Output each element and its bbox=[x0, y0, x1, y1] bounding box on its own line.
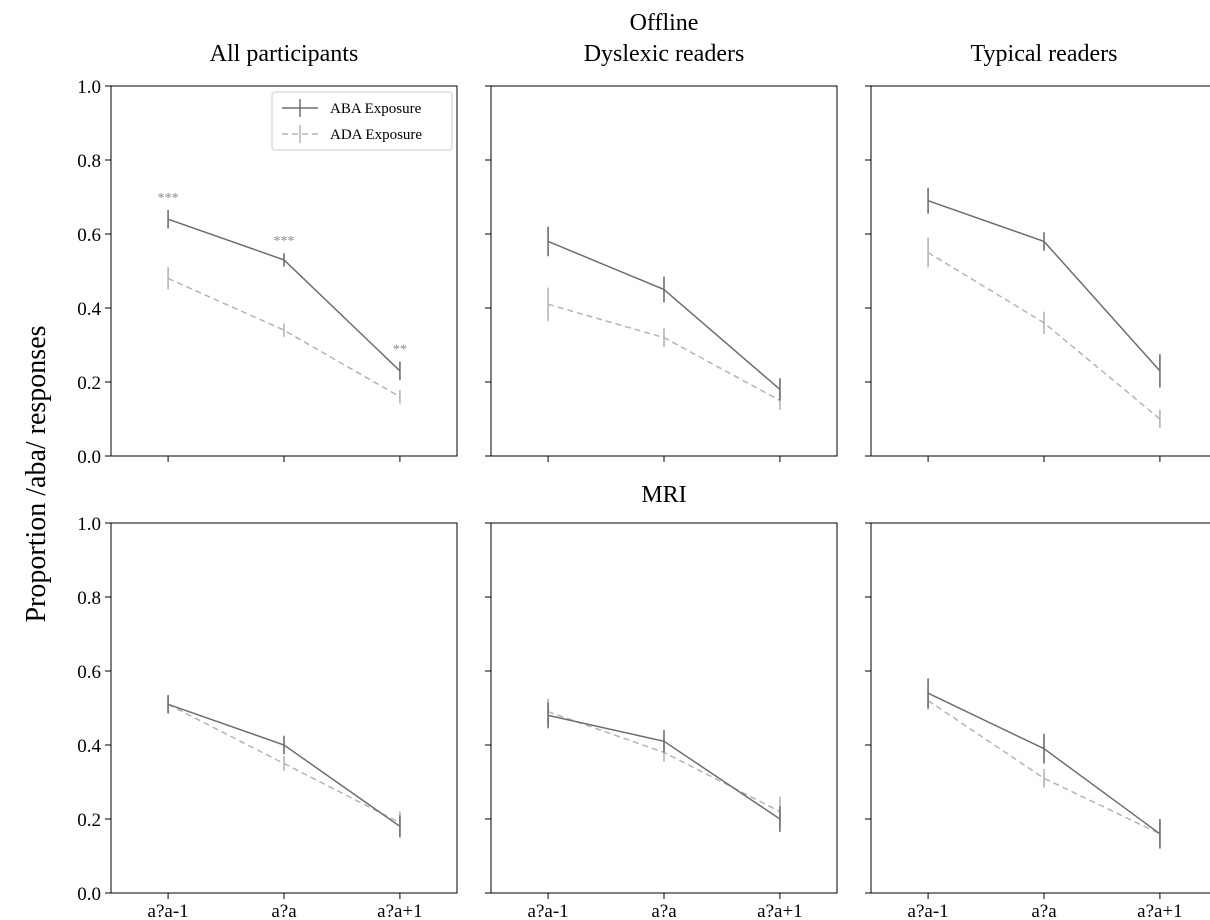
x-tick-label: a?a-1 bbox=[528, 901, 569, 920]
legend: ABA Exposure ADA Exposure bbox=[271, 91, 453, 151]
y-tick-label: 0.0 bbox=[77, 447, 101, 468]
series-line-aba bbox=[547, 240, 781, 390]
panel-2-1: 0.0 0.2 0.4 0.6 0.8 1.0 a?a-1 a?a a?a+1 bbox=[77, 514, 458, 920]
y-tick-label: 0.8 bbox=[77, 151, 101, 172]
row-title-mri: MRI bbox=[641, 482, 686, 508]
y-tick-label: 1.0 bbox=[77, 514, 101, 535]
x-tick-label: a?a bbox=[651, 901, 677, 920]
x-tick-label: a?a+1 bbox=[757, 901, 803, 920]
y-tick-label: 0.6 bbox=[77, 225, 101, 246]
axis-frame bbox=[110, 522, 458, 894]
y-tick-label: 0.8 bbox=[77, 588, 101, 609]
legend-box bbox=[271, 91, 453, 151]
panel-2-3: a?a-1 a?a a?a+1 bbox=[865, 522, 1210, 920]
x-tick-label: a?a+1 bbox=[1137, 901, 1183, 920]
axis-frame bbox=[490, 522, 838, 894]
y-tick-label: 0.2 bbox=[77, 373, 101, 394]
y-axis-label: Proportion /aba/ responses bbox=[21, 325, 52, 622]
plots-area: Offline MRI All participants Dyslexic reade… bbox=[77, 10, 1210, 920]
y-tick-label: 0.0 bbox=[77, 884, 101, 905]
series-line-ada bbox=[167, 277, 401, 398]
row-title-offline: Offline bbox=[630, 10, 699, 36]
y-tick-label: 0.4 bbox=[77, 299, 101, 320]
series-line-ada bbox=[927, 251, 1161, 420]
y-tick-label: 1.0 bbox=[77, 77, 101, 98]
axis-frame bbox=[490, 85, 838, 457]
column-title-3: Typical readers bbox=[971, 41, 1118, 67]
x-tick-label: a?a bbox=[1031, 901, 1057, 920]
legend-label: ABA Exposure bbox=[330, 101, 422, 117]
significance-annotation: *** bbox=[158, 191, 179, 206]
y-tick-label: 0.2 bbox=[77, 810, 101, 831]
panel-2-2: a?a-1 a?a a?a+1 bbox=[485, 522, 838, 920]
panel-1-1: 0.00.20.40.60.81.0********ABA ExposureAD… bbox=[77, 77, 458, 468]
x-tick-label: a?a+1 bbox=[377, 901, 423, 920]
series-line-ada bbox=[547, 303, 781, 402]
column-title-1: All participants bbox=[210, 41, 359, 67]
axis-frame bbox=[870, 85, 1210, 457]
x-tick-label: a?a-1 bbox=[148, 901, 189, 920]
significance-annotation: ** bbox=[393, 343, 407, 358]
column-title-2: Dyslexic readers bbox=[584, 41, 745, 67]
x-tick-label: a?a-1 bbox=[908, 901, 949, 920]
y-tick-label: 0.6 bbox=[77, 662, 101, 683]
series-line-ada bbox=[927, 699, 1161, 835]
x-tick-label: a?a bbox=[271, 901, 297, 920]
panel-1-2 bbox=[485, 85, 838, 462]
panel-1-3 bbox=[865, 85, 1210, 462]
significance-annotation: *** bbox=[274, 234, 295, 249]
legend-label: ADA Exposure bbox=[330, 127, 422, 143]
y-tick-label: 0.4 bbox=[77, 736, 101, 757]
series-line-aba bbox=[927, 199, 1161, 372]
